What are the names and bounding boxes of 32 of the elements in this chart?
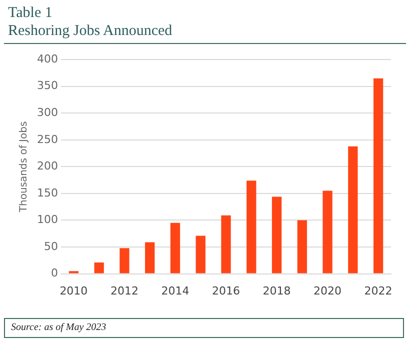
- bar: [322, 190, 332, 274]
- y-tick-label: 200: [36, 160, 58, 173]
- x-tick-label: 2014: [161, 284, 190, 298]
- bar: [94, 262, 104, 274]
- chart-subtitle: Reshoring Jobs Announced: [8, 22, 172, 40]
- bar: [196, 236, 206, 274]
- y-tick-label: 300: [36, 106, 58, 120]
- y-tick-label: 400: [36, 52, 58, 66]
- x-tick-label: 2016: [212, 284, 240, 298]
- x-tick-label: 2022: [364, 284, 392, 298]
- bar: [221, 215, 231, 274]
- x-tick-label: 2012: [110, 284, 138, 298]
- bar: [246, 180, 256, 274]
- bar: [145, 242, 155, 274]
- x-tick-label: 2020: [314, 284, 342, 298]
- bar: [272, 196, 282, 274]
- x-tick-label: 2010: [60, 284, 88, 298]
- bar: [348, 146, 358, 274]
- bar: [170, 222, 180, 274]
- x-tick-label: 2018: [262, 284, 291, 298]
- y-axis-title: Thousands of Jobs: [18, 121, 30, 214]
- y-tick-label: 150: [36, 186, 58, 200]
- y-tick-label: 50: [44, 240, 58, 253]
- y-tick-label: 250: [36, 132, 58, 146]
- bar: [373, 78, 384, 274]
- y-tick-label: 350: [36, 79, 58, 92]
- y-tick-label: 100: [36, 213, 58, 226]
- chart-title: Table 1: [8, 4, 54, 22]
- y-tick-label: 0: [50, 266, 58, 280]
- bar: [120, 248, 130, 274]
- bar: [297, 220, 307, 274]
- source-note: Source: as of May 2023: [4, 318, 404, 338]
